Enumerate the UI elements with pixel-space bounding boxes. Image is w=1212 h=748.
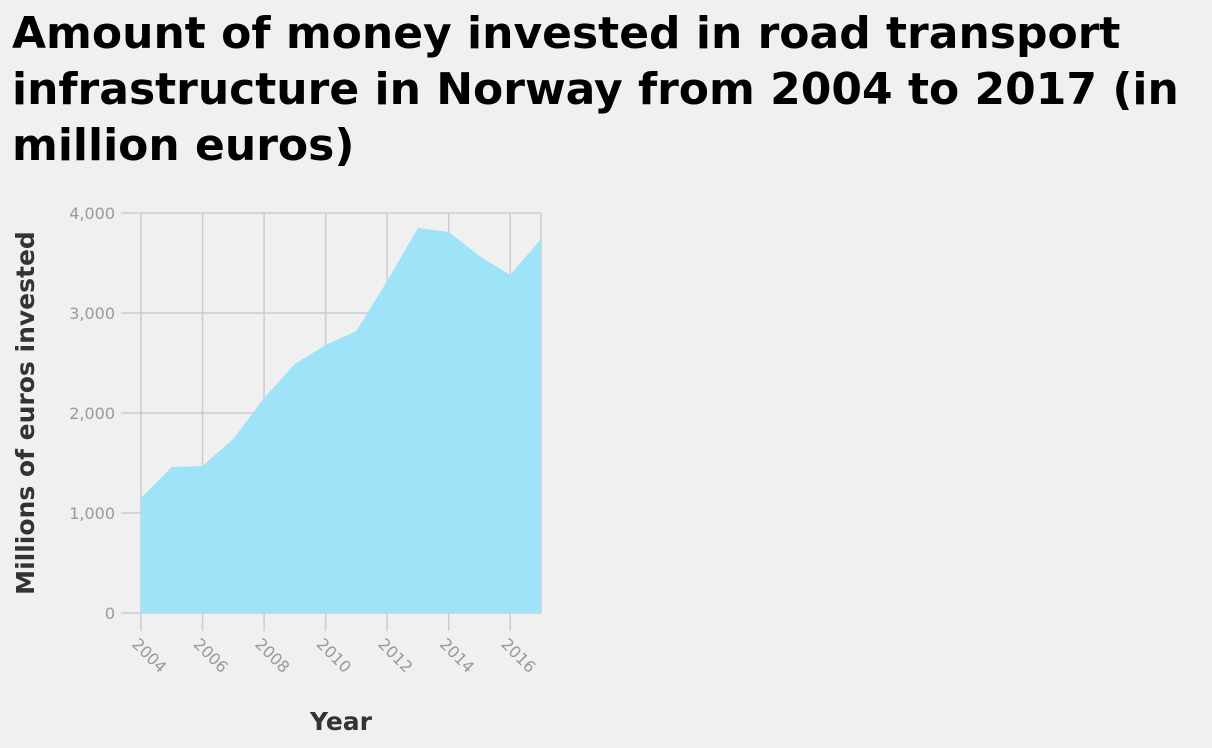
data-point[interactable] — [230, 436, 236, 442]
data-point[interactable] — [261, 395, 267, 401]
data-point[interactable] — [476, 253, 482, 259]
x-tick-label: 2016 — [497, 634, 539, 676]
area-series — [138, 225, 544, 613]
data-point[interactable] — [292, 361, 298, 367]
y-axis-title: Millions of euros invested — [11, 231, 40, 595]
data-point[interactable] — [384, 278, 390, 284]
y-axis-ticks: 0 1,000 2,000 3,000 4,000 — [69, 204, 115, 623]
data-point[interactable] — [507, 272, 513, 278]
y-tick-label: 4,000 — [69, 204, 115, 223]
y-tick-label: 2,000 — [69, 404, 115, 423]
x-tick-label: 2004 — [128, 634, 170, 676]
data-point[interactable] — [323, 342, 329, 348]
data-point[interactable] — [138, 495, 144, 501]
x-tick-label: 2014 — [436, 634, 478, 676]
area-fill — [141, 228, 541, 613]
x-tick-label: 2006 — [190, 634, 232, 676]
x-axis-title: Year — [309, 707, 373, 736]
y-tick-label: 0 — [105, 604, 115, 623]
data-point[interactable] — [353, 328, 359, 334]
y-tick-label: 1,000 — [69, 504, 115, 523]
chart-title: Amount of money invested in road transpo… — [12, 8, 1179, 171]
data-point[interactable] — [169, 464, 175, 470]
data-point[interactable] — [538, 236, 544, 242]
x-axis-ticks: 2004 2006 2008 2010 2012 2014 2016 — [128, 634, 539, 676]
x-tick-label: 2010 — [313, 634, 355, 676]
y-tick-label: 3,000 — [69, 304, 115, 323]
data-point[interactable] — [415, 225, 421, 231]
x-tick-label: 2008 — [251, 634, 293, 676]
data-point[interactable] — [446, 229, 452, 235]
x-tick-label: 2012 — [374, 634, 416, 676]
data-point[interactable] — [200, 463, 206, 469]
